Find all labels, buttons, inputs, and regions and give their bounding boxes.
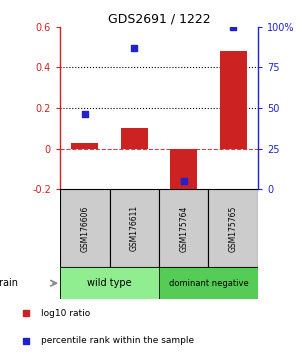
Text: percentile rank within the sample: percentile rank within the sample bbox=[40, 336, 194, 345]
Point bbox=[82, 112, 87, 117]
Text: GSM175765: GSM175765 bbox=[229, 205, 238, 252]
Bar bbox=[60, 267, 159, 299]
Bar bbox=[208, 189, 258, 267]
Text: GSM175764: GSM175764 bbox=[179, 205, 188, 252]
Bar bbox=[121, 129, 148, 149]
Bar bbox=[60, 189, 110, 267]
Point bbox=[132, 45, 137, 51]
Text: GSM176606: GSM176606 bbox=[80, 205, 89, 252]
Text: log10 ratio: log10 ratio bbox=[40, 309, 90, 318]
Bar bbox=[159, 189, 208, 267]
Text: strain: strain bbox=[0, 278, 18, 288]
Title: GDS2691 / 1222: GDS2691 / 1222 bbox=[108, 12, 210, 25]
Bar bbox=[71, 143, 98, 149]
Bar bbox=[159, 267, 258, 299]
Point bbox=[231, 24, 236, 29]
Text: GSM176611: GSM176611 bbox=[130, 205, 139, 251]
Point bbox=[181, 178, 186, 184]
Bar bbox=[170, 149, 197, 189]
Text: dominant negative: dominant negative bbox=[169, 279, 248, 288]
Bar bbox=[110, 189, 159, 267]
Bar bbox=[220, 51, 247, 149]
Text: wild type: wild type bbox=[87, 278, 132, 288]
